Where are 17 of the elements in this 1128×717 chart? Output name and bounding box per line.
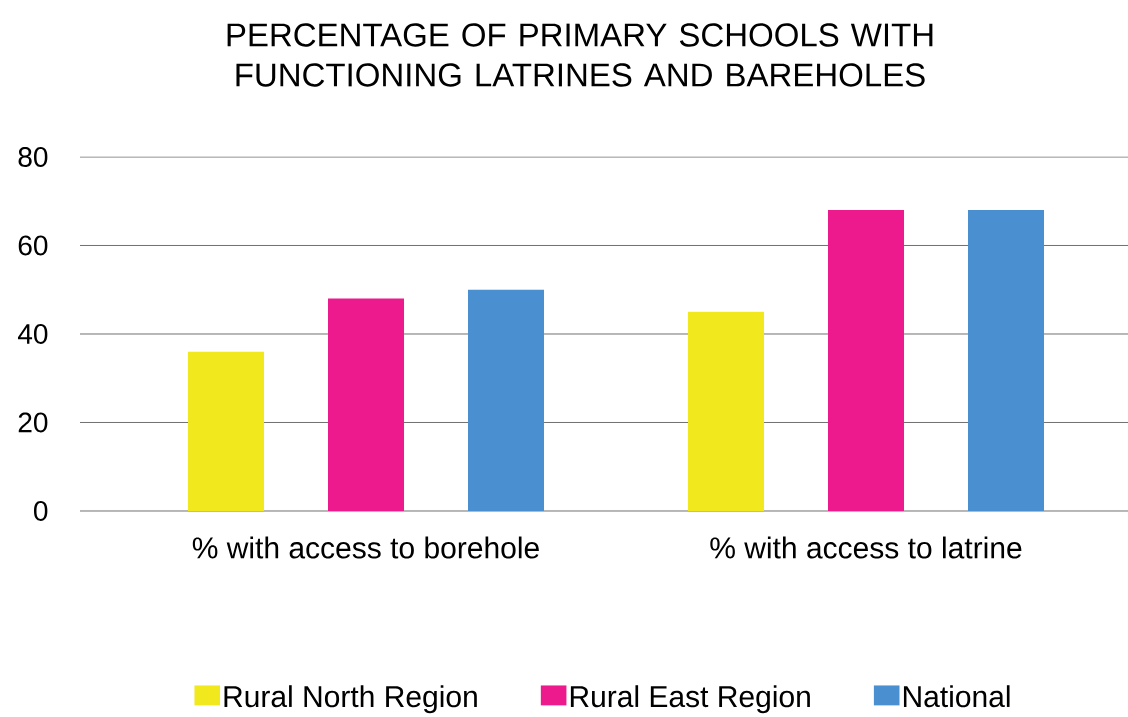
- bar: [188, 351, 265, 511]
- bar: [328, 298, 405, 511]
- legend-label: National: [903, 685, 1010, 708]
- y-tick-label: 60: [18, 235, 48, 256]
- legend-label: Rural East Region: [570, 685, 810, 714]
- x-tick-label: % with access to latrine: [710, 536, 1022, 559]
- bar: [828, 210, 904, 511]
- legend-label: Rural North Region: [224, 685, 477, 714]
- y-tick-label: 40: [17, 324, 48, 344]
- bar: [688, 311, 764, 511]
- x-tick-label: % with access to borehole: [192, 536, 539, 559]
- chart-title: PERCENTAGE OF PRIMARY SCHOOLS WITH FUNCTIONING LATRINES AND BAREHOLES: [227, 23, 933, 87]
- y-tick-label: 20: [18, 412, 48, 433]
- bar: [468, 289, 544, 511]
- bar: [968, 210, 1044, 511]
- y-tick-label: 0: [34, 501, 48, 521]
- y-tick-label: 80: [18, 147, 48, 167]
